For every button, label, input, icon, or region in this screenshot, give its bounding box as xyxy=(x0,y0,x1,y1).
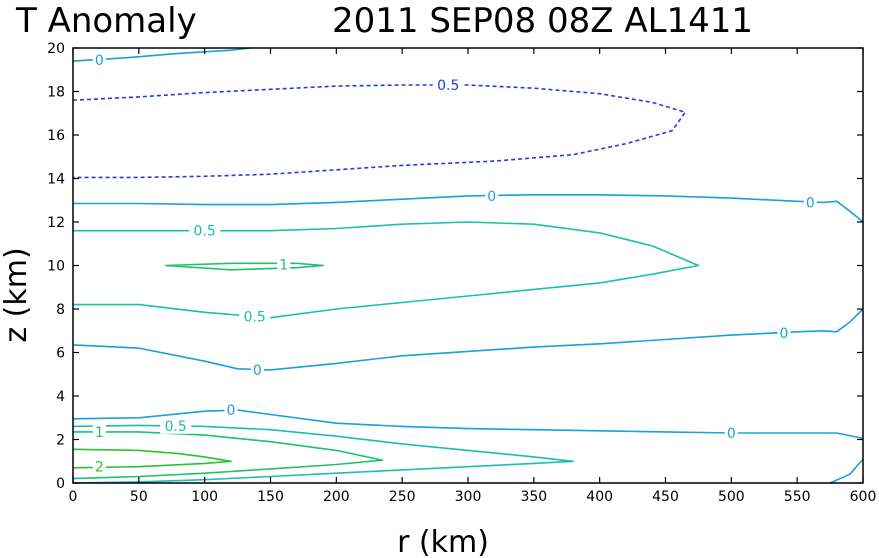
contour-label-bg-2 xyxy=(485,187,499,204)
x-tick-label-150: 150 xyxy=(257,489,284,505)
contour-line-pos05-lower xyxy=(72,424,575,484)
y-axis-title: z (km) xyxy=(0,247,34,342)
x-tick-label-600: 600 xyxy=(850,489,877,505)
x-tick-label-100: 100 xyxy=(191,489,218,505)
contour-line-pos2-lower xyxy=(72,448,232,469)
plot-frame xyxy=(72,47,864,484)
y-tick-label-0: 0 xyxy=(56,476,65,492)
contour-label-1: 0.5 xyxy=(437,78,459,94)
y-tick-label-4: 4 xyxy=(56,389,65,405)
contour-label-bg-0 xyxy=(92,51,106,68)
contour-label-10: 0.5 xyxy=(165,419,187,435)
x-tick-label-550: 550 xyxy=(784,489,811,505)
x-tick-label-500: 500 xyxy=(718,489,745,505)
contour-line-pos1-lower xyxy=(72,431,384,480)
contour-line-neg05-upper xyxy=(72,84,687,179)
x-tick-label-400: 400 xyxy=(586,489,613,505)
y-tick-label-10: 10 xyxy=(47,259,65,275)
contour-label-bg-12 xyxy=(92,423,106,440)
contour-label-8: 0 xyxy=(253,363,262,379)
contour-label-11: 0 xyxy=(727,426,736,442)
contour-line-z0-top xyxy=(72,47,251,62)
contour-label-4: 0.5 xyxy=(194,224,216,240)
chart-title-right: 2011 SEP08 08Z AL1411 xyxy=(332,1,753,41)
y-tick-label-6: 6 xyxy=(56,346,65,362)
x-tick-label-200: 200 xyxy=(323,489,350,505)
contour-label-12: 1 xyxy=(95,425,104,441)
contour-label-bg-6 xyxy=(239,308,271,325)
contour-line-z0-lower xyxy=(72,409,864,440)
contour-label-5: 1 xyxy=(279,257,288,273)
contour-label-3: 0 xyxy=(806,195,815,211)
x-tick-label-450: 450 xyxy=(652,489,679,505)
contour-label-bg-11 xyxy=(724,424,738,441)
contour-label-bg-3 xyxy=(803,194,817,211)
contour-line-pos1-mid xyxy=(165,262,324,271)
contour-line-pos05-mid xyxy=(73,221,700,319)
y-tick-label-20: 20 xyxy=(47,41,65,57)
y-tick-label-8: 8 xyxy=(56,302,65,318)
x-tick-label-300: 300 xyxy=(455,489,482,505)
contour-label-13: 2 xyxy=(95,460,104,476)
x-tick-label-350: 350 xyxy=(520,489,547,505)
y-tick-label-18: 18 xyxy=(47,85,65,101)
x-axis-ticks: 0 50 100 150 200 250 300 350 400 450 500 550 600 xyxy=(69,48,877,505)
contour-label-7: 0 xyxy=(780,326,789,342)
contour-label-bg-7 xyxy=(777,324,791,341)
contour-line-z0-upper xyxy=(73,194,864,223)
x-tick-label-50: 50 xyxy=(130,489,148,505)
contour-label-2: 0 xyxy=(487,189,496,205)
contour-label-bg-4 xyxy=(189,222,221,239)
chart-title-left: T Anomaly xyxy=(15,1,197,41)
contour-label-bg-9 xyxy=(224,402,238,419)
x-tick-label-0: 0 xyxy=(69,489,78,505)
contour-label-0: 0 xyxy=(95,53,104,69)
contour-line-z0-corner xyxy=(829,458,864,484)
contour-label-bg-10 xyxy=(160,417,192,434)
y-tick-label-12: 12 xyxy=(47,215,65,231)
y-tick-label-16: 16 xyxy=(47,128,65,144)
x-tick-label-250: 250 xyxy=(389,489,416,505)
contour-labels: 0 0.5 0 0 0.5 1 0.5 0 0 0 0.5 0 1 2 xyxy=(92,51,817,476)
contour-label-bg-5 xyxy=(277,256,291,273)
contour-line-z0-mid xyxy=(72,308,864,371)
contour-label-9: 0 xyxy=(227,403,236,419)
contour-lines xyxy=(72,47,864,484)
contour-label-bg-8 xyxy=(250,361,264,378)
y-tick-label-14: 14 xyxy=(47,172,65,188)
contour-label-bg-13 xyxy=(92,458,106,475)
x-axis-title: r (km) xyxy=(397,525,489,558)
contour-label-bg-1 xyxy=(432,76,464,93)
y-tick-label-2: 2 xyxy=(56,433,65,449)
contour-label-6: 0.5 xyxy=(244,310,266,326)
